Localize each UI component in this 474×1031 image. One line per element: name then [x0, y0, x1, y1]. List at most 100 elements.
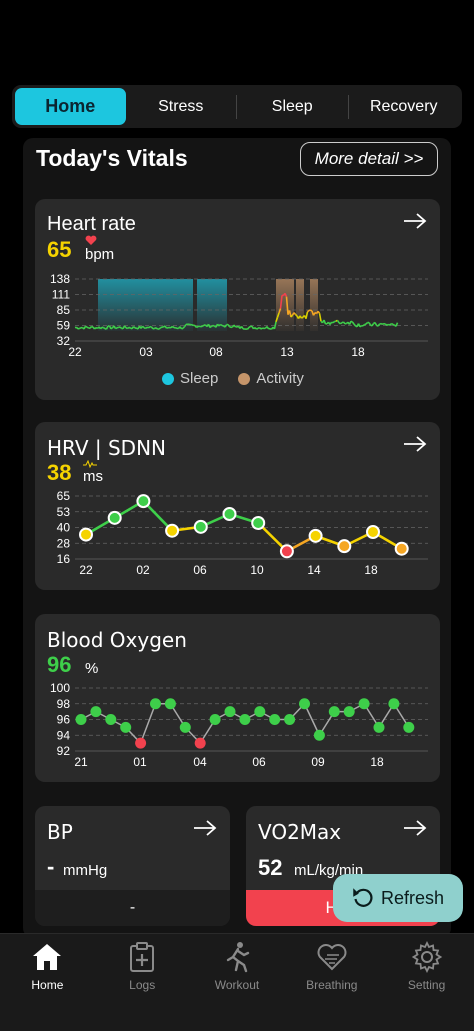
hrv-point	[79, 527, 93, 542]
hr-segment	[331, 321, 334, 324]
tab-divider	[236, 94, 237, 119]
nav-setting[interactable]: Setting	[379, 934, 474, 1031]
spo2-point	[90, 706, 102, 718]
hr-segment	[194, 325, 198, 328]
tab-stress[interactable]: Stress	[158, 97, 204, 115]
hrv-point	[337, 539, 352, 554]
hr-segment	[288, 310, 292, 318]
nav-home-label: Home	[31, 978, 64, 992]
hr-segment	[150, 326, 154, 330]
spo2-point	[239, 714, 251, 725]
blood-oxygen-value: 96	[47, 652, 72, 677]
home-icon	[33, 944, 62, 970]
blood-oxygen-card[interactable]: Blood Oxygen 96 % 100 98 96 94 92 21 01 04 06 09 1…	[35, 614, 440, 782]
spo2-point	[194, 737, 206, 749]
nav-logs[interactable]: Logs	[95, 934, 190, 1031]
arrow-right-icon[interactable]	[402, 211, 428, 231]
bp-value: -	[47, 854, 55, 879]
bottom-nav: Home Logs Workout Breathing Setting	[0, 934, 474, 1031]
hr-segment	[258, 327, 262, 330]
bp-card[interactable]: BP - mmHg -	[35, 806, 230, 926]
x-tick-label: 06	[193, 563, 207, 577]
logs-icon	[130, 942, 155, 972]
hr-segment	[183, 324, 187, 328]
tab-home[interactable]: Home	[15, 88, 126, 125]
arrow-right-icon[interactable]	[402, 434, 428, 454]
hr-segment	[391, 322, 394, 326]
activity-band	[296, 279, 304, 331]
y-tick-label: 138	[50, 272, 70, 286]
hr-segment	[154, 327, 157, 330]
workout-icon	[226, 942, 250, 973]
hr-segment	[276, 312, 280, 318]
hr-segment	[182, 326, 186, 329]
hr-segment	[293, 312, 297, 316]
hr-segment	[170, 325, 174, 329]
spo2-point	[135, 737, 147, 749]
hr-segment	[164, 325, 168, 329]
card-title: HRV | SDNN	[47, 436, 166, 460]
tab-sleep[interactable]: Sleep	[271, 97, 313, 115]
spo2-point	[299, 698, 310, 710]
hr-segment	[294, 313, 298, 317]
y-tick-label: 32	[57, 334, 71, 348]
hr-segment	[332, 320, 336, 324]
hr-segment	[386, 323, 389, 327]
hr-segment	[273, 321, 277, 330]
hr-segment	[310, 309, 313, 312]
hr-segment	[364, 323, 367, 326]
x-tick-label: 02	[136, 563, 150, 577]
heart-rate-card[interactable]: Heart rate 65 bpm 138 111 85 59 32 22 03 08 13 18…	[35, 199, 440, 400]
spo2-point	[403, 721, 415, 733]
card-title: Blood Oxygen	[47, 628, 187, 652]
y-tick-label: 100	[50, 681, 70, 695]
hr-segment	[301, 316, 304, 319]
spo2-point	[224, 706, 236, 718]
spo2-point	[150, 698, 161, 710]
arrow-right-icon[interactable]	[192, 818, 218, 838]
y-tick-label: 94	[57, 728, 71, 742]
spo2-point	[388, 698, 400, 710]
hr-segment	[127, 326, 130, 330]
nav-workout[interactable]: Workout	[190, 934, 285, 1031]
hr-segment	[103, 326, 106, 330]
hr-segment	[79, 327, 82, 330]
hr-segment	[252, 326, 256, 330]
activity-band	[310, 279, 318, 331]
hr-segment	[171, 325, 175, 329]
nav-breathing-label: Breathing	[306, 978, 358, 992]
hr-segment	[218, 323, 222, 327]
arrow-right-icon[interactable]	[402, 818, 428, 838]
x-tick-label: 18	[364, 563, 378, 577]
hr-segment	[175, 327, 178, 330]
hrv-card[interactable]: HRV | SDNN 38 ms 65 53 40 28 16 22 02 06 10 14 18	[35, 422, 440, 590]
nav-breathing[interactable]: Breathing	[284, 934, 379, 1031]
legend-activity: Activity	[238, 370, 304, 387]
hr-segment	[202, 324, 205, 327]
more-detail-button[interactable]: More detail >>	[300, 142, 438, 176]
hr-segment	[323, 319, 327, 325]
y-tick-label: 98	[57, 697, 71, 711]
nav-divider	[0, 933, 474, 934]
x-tick-label: 06	[252, 755, 266, 769]
hr-segment	[141, 325, 145, 329]
hr-segment	[155, 327, 159, 330]
refresh-button[interactable]: Refresh	[333, 874, 463, 922]
spo2-point	[179, 721, 191, 733]
hr-segment	[317, 310, 321, 314]
y-tick-label: 59	[57, 319, 71, 333]
hr-segment	[362, 324, 366, 327]
bp-unit: mmHg	[63, 862, 108, 879]
x-tick-label: 21	[74, 755, 88, 769]
hr-segment	[290, 314, 294, 318]
hr-segment	[285, 296, 289, 315]
activity-dot	[238, 372, 251, 385]
spo2-point	[120, 721, 132, 733]
tab-recovery[interactable]: Recovery	[369, 97, 438, 115]
nav-home[interactable]: Home	[0, 934, 95, 1031]
hr-segment	[113, 325, 117, 330]
hr-segment	[353, 323, 357, 327]
hr-segment	[93, 326, 97, 330]
spo2-point	[358, 698, 370, 710]
